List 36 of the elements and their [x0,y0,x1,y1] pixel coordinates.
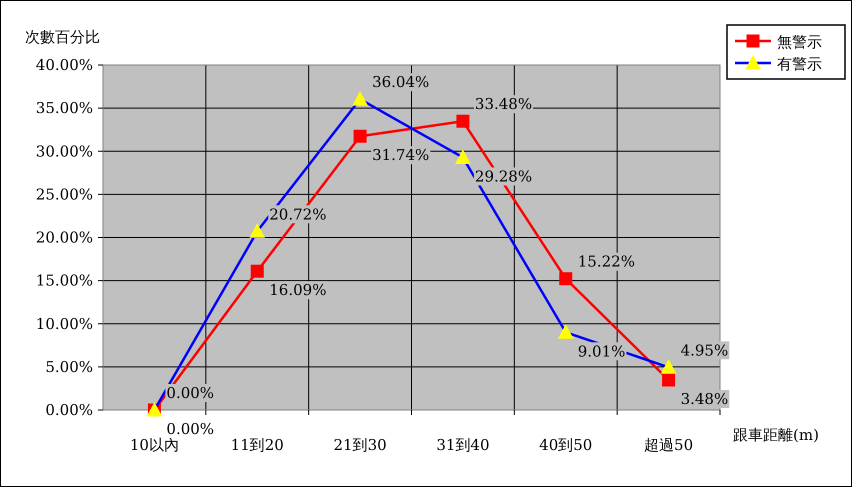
data-label: 4.95% [680,341,728,360]
y-tick-label: 35.00% [36,99,93,118]
x-tick-label: 超過50 [644,436,694,454]
data-label: 33.48% [474,95,532,114]
y-tick-label: 15.00% [36,272,93,290]
x-tick-label: 31到40 [436,436,490,454]
y-tick-label: 0.00% [45,401,93,419]
data-label: 29.28% [474,167,532,186]
data-label: 16.09% [269,281,326,300]
data-label: 15.22% [578,252,635,271]
x-axis-title: 跟車距離(m) [733,426,819,444]
y-tick-label: 40.00% [36,56,93,74]
y-axis-title: 次數百分比 [25,28,100,46]
data-label: 3.48% [680,390,728,408]
legend-label: 有警示 [777,55,822,73]
point [456,114,470,128]
data-label: 9.01% [578,342,626,360]
y-tick-label: 20.00% [36,228,93,246]
point [250,264,264,278]
y-tick-label: 5.00% [45,358,93,376]
x-tick-label: 10以內 [130,436,179,454]
x-tick-label: 11到20 [230,436,284,454]
data-label: 31.74% [372,146,430,164]
y-tick-label: 30.00% [36,142,93,160]
data-label: 0.00% [166,384,214,402]
x-tick-label: 21到30 [333,436,387,454]
x-tick-label: 40到50 [539,436,592,454]
data-label: 0.00% [166,420,214,438]
data-label: 20.72% [269,205,326,224]
point [662,373,676,386]
point [559,272,572,286]
y-tick-label: 10.00% [36,314,93,333]
y-tick-label: 25.00% [36,185,93,204]
point [354,130,367,143]
legend-label: 無警示 [777,33,822,51]
data-label: 36.04% [372,73,430,92]
